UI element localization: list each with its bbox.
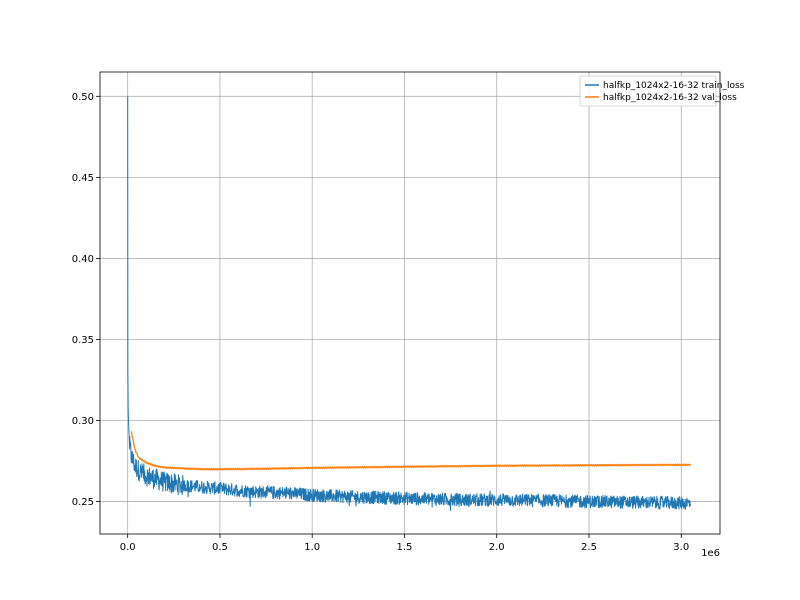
train-loss-line: [127, 96, 691, 511]
x-tick-label: 2.5: [581, 542, 597, 553]
y-tick-label: 0.30: [72, 416, 94, 427]
y-tick-label: 0.45: [72, 173, 94, 184]
x-tick-label: 0.5: [212, 542, 228, 553]
val-loss-line: [130, 431, 692, 471]
x-axis-scale-label: 1e6: [701, 548, 720, 559]
y-tick-label: 0.40: [72, 254, 94, 265]
x-tick-label: 1.5: [397, 542, 413, 553]
legend-box: [579, 75, 717, 107]
x-tick-label: 3.0: [673, 542, 689, 553]
legend: halfkp_1024x2-16-32 train_loss halfkp_102…: [579, 75, 745, 107]
legend-entry: halfkp_1024x2-16-32 train_loss: [603, 81, 745, 91]
x-tick-label: 0.0: [120, 542, 136, 553]
y-tick-label: 0.50: [72, 92, 94, 103]
x-axis: 0.0 0.5 1.0 1.5 2.0 2.5 3.0: [120, 534, 689, 553]
y-tick-label: 0.35: [72, 335, 94, 346]
legend-entry: halfkp_1024x2-16-32 val_loss: [603, 93, 737, 103]
y-axis: 0.25 0.30 0.35 0.40 0.45 0.50: [72, 92, 100, 508]
y-tick-label: 0.25: [72, 497, 94, 508]
plot-frame: [99, 71, 721, 535]
series-layer: [127, 96, 692, 511]
x-tick-label: 1.0: [304, 542, 320, 553]
x-tick-label: 2.0: [489, 542, 505, 553]
